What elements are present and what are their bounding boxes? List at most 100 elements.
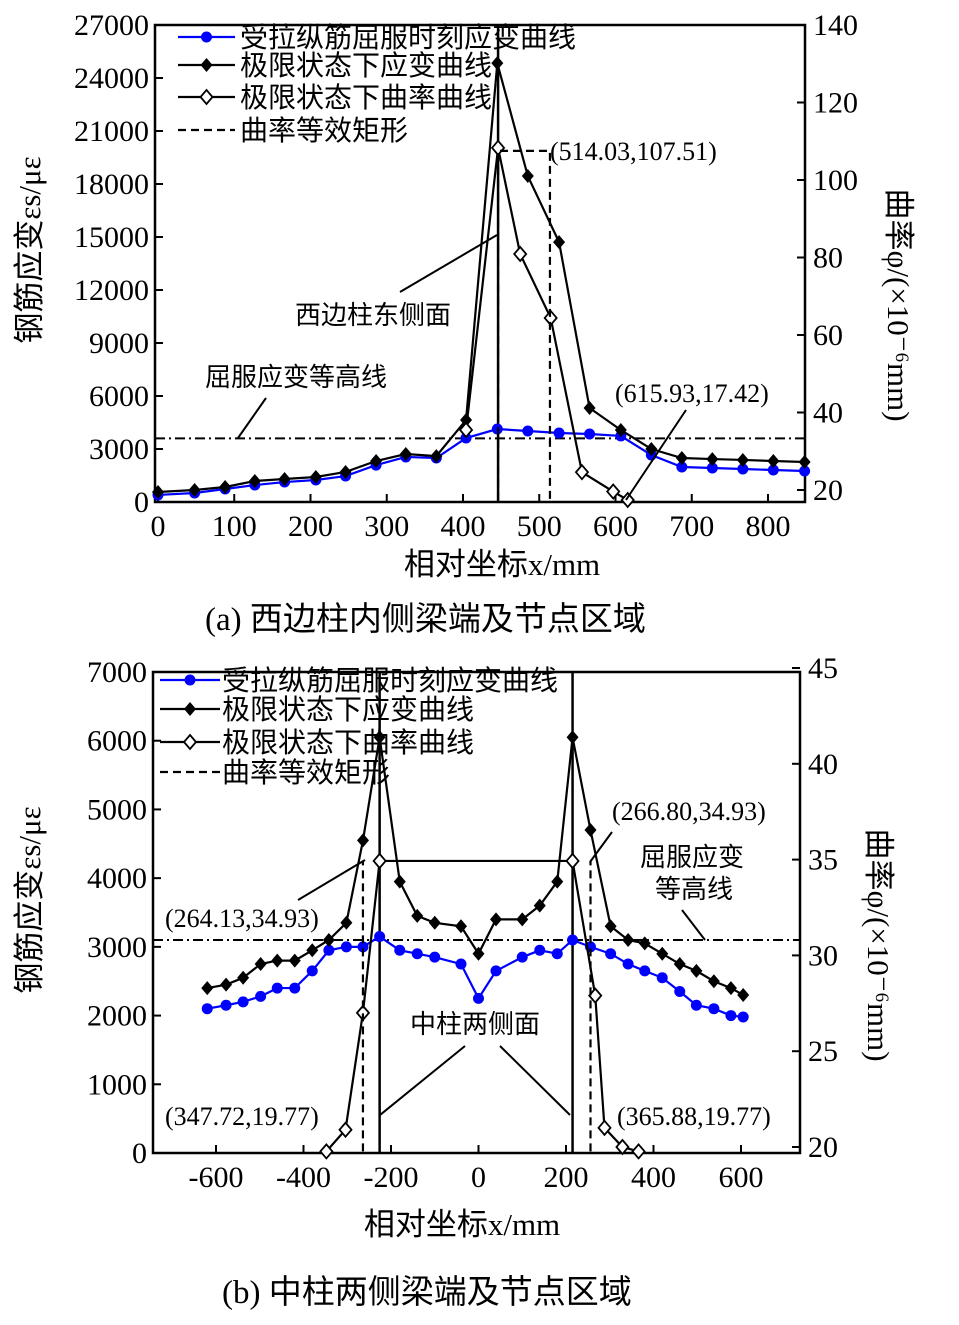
data-point-diamond <box>767 454 780 469</box>
data-point-diamond <box>188 482 201 497</box>
x-tick-label: 100 <box>212 510 257 543</box>
chart-b: -600 -400 -200 0 200 400 600010002000300040005… <box>12 652 896 1311</box>
data-point-circle <box>674 986 686 998</box>
data-point-diamond <box>278 472 291 487</box>
series-line-2 <box>464 147 629 501</box>
data-point-diamond <box>521 169 534 184</box>
legend-label: 极限状态下应变曲线 <box>222 694 474 726</box>
data-point-open-diamond <box>574 463 590 481</box>
data-point-diamond <box>551 874 564 889</box>
legend-label: 受拉纵筋屈服时刻应变曲线 <box>222 665 558 697</box>
data-point-open-diamond <box>513 245 528 263</box>
x-tick-label: 600 <box>719 1161 764 1194</box>
data-point-diamond <box>690 963 703 978</box>
data-point-diamond <box>399 447 412 462</box>
annotation-leader <box>399 234 498 293</box>
y-tick-label: 24000 <box>74 62 149 95</box>
data-point-diamond <box>373 730 386 745</box>
annotation-yield-line-1: 屈服应变 <box>640 843 744 872</box>
data-point-circle <box>605 948 617 960</box>
legend-label: 极限状态下曲率曲线 <box>240 82 492 114</box>
y-tick-label: 2000 <box>87 1000 147 1033</box>
data-point-diamond <box>428 915 441 930</box>
y-right-tick-label: 25 <box>808 1035 838 1068</box>
annotation-left-peak: (264.13,34.93) <box>165 904 319 933</box>
legend-marker <box>201 31 212 43</box>
legend-label: 极限状态下曲率曲线 <box>222 727 474 759</box>
data-point-diamond <box>340 915 353 930</box>
y-tick-label: 21000 <box>74 115 149 148</box>
y-tick-label: 5000 <box>87 793 147 826</box>
legend-marker <box>200 58 213 72</box>
x-tick-label: 400 <box>631 1161 676 1194</box>
annotation-leader <box>625 409 687 501</box>
y-right-axis-title: 曲率φ/(×10⁻⁶mm) <box>861 828 896 1061</box>
data-point-circle <box>237 996 249 1008</box>
annotation-end: (615.93,17.42) <box>615 379 769 408</box>
legend-label: 极限状态下应变曲线 <box>240 50 492 82</box>
annotation-right-peak: (266.80,34.93) <box>612 797 766 826</box>
data-point-diamond <box>706 452 719 467</box>
y-right-tick-label: 40 <box>813 397 843 430</box>
x-tick-label: 0 <box>471 1161 486 1194</box>
data-point-diamond <box>490 912 502 927</box>
x-tick-label: 200 <box>288 510 333 543</box>
y-tick-label: 27000 <box>74 9 149 42</box>
data-point-circle <box>767 464 779 476</box>
data-point-diamond <box>322 932 335 947</box>
data-point-open-diamond <box>597 1119 612 1137</box>
data-point-circle <box>551 948 563 960</box>
data-point-circle <box>622 958 634 970</box>
series-line-1 <box>157 62 805 494</box>
data-point-diamond <box>622 932 635 947</box>
chart-caption: (b) 中柱两侧梁端及节点区域 <box>222 1274 632 1311</box>
data-point-circle <box>429 951 441 963</box>
y-tick-label: 3000 <box>89 433 149 466</box>
data-point-diamond <box>604 919 617 934</box>
plot-frame <box>151 670 802 1155</box>
data-point-circle <box>799 465 811 477</box>
data-point-diamond <box>219 479 232 494</box>
data-point-circle <box>490 965 502 977</box>
data-point-diamond <box>430 449 443 464</box>
data-point-diamond <box>656 946 669 961</box>
data-point-circle <box>553 427 565 439</box>
y-tick-label: 7000 <box>87 656 147 689</box>
x-tick-label: 300 <box>364 510 409 543</box>
x-axis-title: 相对坐标x/mm <box>364 1207 560 1242</box>
data-point-diamond <box>393 874 406 889</box>
data-point-diamond <box>248 473 261 488</box>
data-point-diamond <box>553 235 566 250</box>
data-point-diamond <box>271 953 284 968</box>
data-point-open-diamond <box>631 1143 646 1160</box>
data-point-diamond <box>614 423 627 438</box>
data-point-circle <box>374 931 386 943</box>
annotation-leader <box>297 859 366 901</box>
x-axis-title: 相对坐标x/mm <box>404 547 600 582</box>
y-right-tick-label: 45 <box>808 652 838 685</box>
data-point-open-diamond <box>620 491 635 509</box>
data-point-circle <box>411 948 423 960</box>
data-point-circle <box>567 934 579 946</box>
data-point-open-diamond <box>338 1121 353 1139</box>
plot-frame <box>153 23 807 504</box>
y-right-tick-label: 60 <box>813 319 843 352</box>
x-tick-label: 200 <box>544 1161 589 1194</box>
y-right-tick-label: 120 <box>813 87 858 120</box>
y-axis-title: 钢筋应变εs/με <box>12 806 47 993</box>
y-tick-label: 9000 <box>89 327 149 360</box>
annotation-peak: (514.03,107.51) <box>550 137 717 166</box>
data-point-circle <box>708 1003 720 1015</box>
y-tick-label: 15000 <box>74 221 149 254</box>
data-point-diamond <box>707 974 720 989</box>
y-right-tick-label: 20 <box>808 1131 838 1164</box>
annotation-yield-line-2: 等高线 <box>655 875 733 904</box>
y-tick-label: 0 <box>132 1137 147 1170</box>
annotation-leader <box>499 1045 571 1116</box>
data-point-circle <box>220 999 232 1011</box>
data-point-diamond <box>645 442 658 456</box>
data-point-circle <box>340 941 352 953</box>
data-point-open-diamond <box>490 139 506 157</box>
data-point-circle <box>534 944 546 956</box>
